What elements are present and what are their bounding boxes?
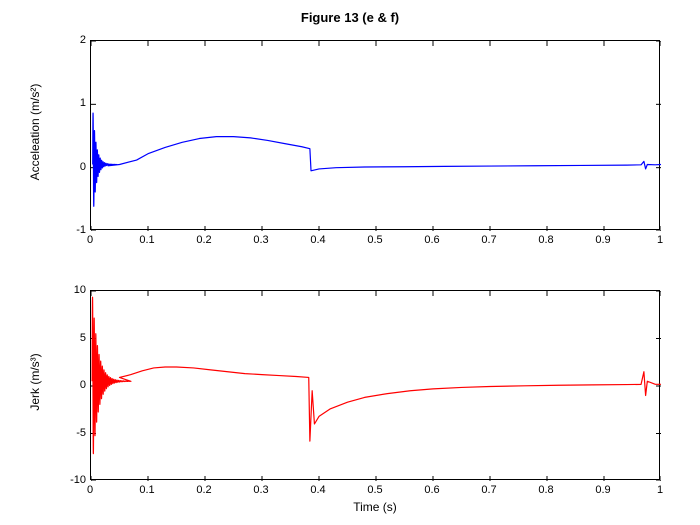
xtick-label: 0.1 [139, 234, 154, 246]
xtick-label: 0.5 [367, 234, 382, 246]
ytick-label: 0 [62, 161, 86, 173]
time-xlabel: Time (s) [90, 500, 660, 514]
xtick-label: 0.2 [196, 484, 211, 496]
ytick-label: -1 [62, 224, 86, 236]
xtick-label: 0.3 [253, 484, 268, 496]
ytick-label: 5 [62, 332, 86, 344]
xtick-label: 0.3 [253, 234, 268, 246]
xtick-label: 0.9 [595, 484, 610, 496]
jerk-ylabel: Jerk (m/s³) [28, 332, 42, 432]
xtick-label: 0.6 [424, 484, 439, 496]
ytick-label: -10 [62, 474, 86, 486]
acceleration-ylabel: Acceleation (m/s²) [28, 82, 42, 182]
xtick-label: 0.5 [367, 484, 382, 496]
xtick-label: 0.7 [481, 234, 496, 246]
jerk-axes [90, 290, 660, 480]
ytick-label: -5 [62, 427, 86, 439]
ytick-label: 10 [62, 284, 86, 296]
acceleration-plot [91, 41, 661, 231]
figure-title: Figure 13 (e & f) [0, 10, 700, 25]
ytick-label: 0 [62, 379, 86, 391]
xtick-label: 1 [657, 484, 663, 496]
xtick-label: 0.7 [481, 484, 496, 496]
jerk-plot [91, 291, 661, 481]
xtick-label: 0.4 [310, 234, 325, 246]
xtick-label: 0.8 [538, 484, 553, 496]
xtick-label: 0.4 [310, 484, 325, 496]
acceleration-axes [90, 40, 660, 230]
xtick-label: 0 [87, 484, 93, 496]
figure: Figure 13 (e & f) Acceleation (m/s²) 0 0.… [0, 0, 700, 525]
ytick-label: 2 [62, 34, 86, 46]
xtick-label: 0 [87, 234, 93, 246]
xtick-label: 0.1 [139, 484, 154, 496]
ytick-label: 1 [62, 97, 86, 109]
xtick-label: 0.9 [595, 234, 610, 246]
xtick-label: 0.6 [424, 234, 439, 246]
xtick-label: 0.2 [196, 234, 211, 246]
xtick-label: 1 [657, 234, 663, 246]
xtick-label: 0.8 [538, 234, 553, 246]
